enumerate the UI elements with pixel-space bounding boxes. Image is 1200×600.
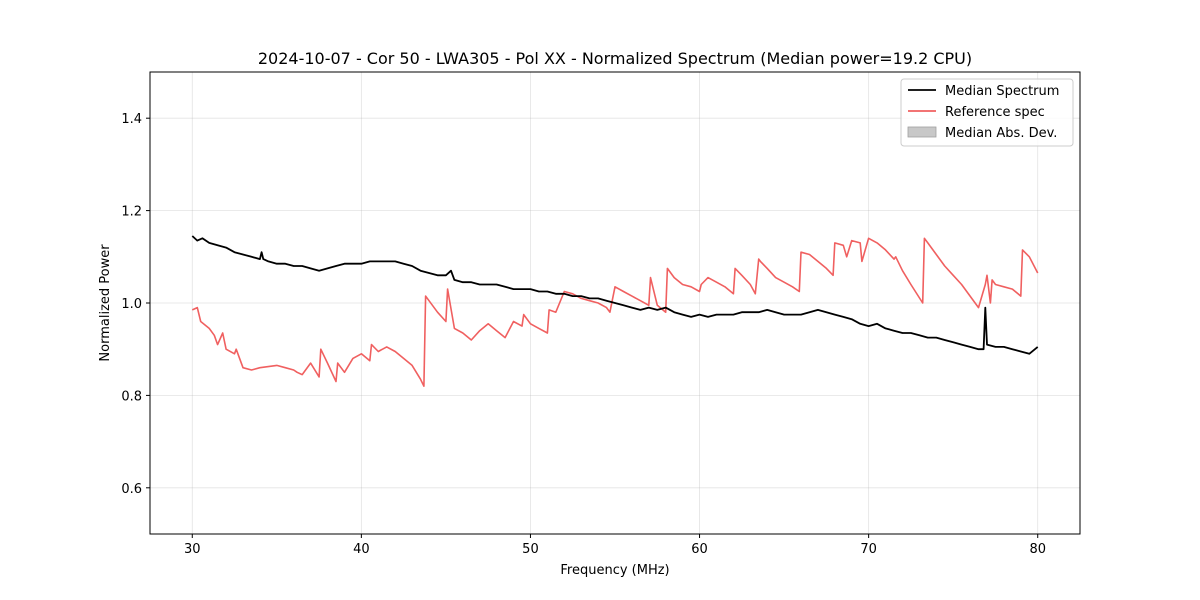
y-tick-label: 1.4 <box>121 112 142 127</box>
x-tick-label: 50 <box>522 542 539 557</box>
chart-title: 2024-10-07 - Cor 50 - LWA305 - Pol XX - … <box>258 49 972 68</box>
legend-label-reference-spec: Reference spec <box>945 105 1045 120</box>
series-line-reference-spec <box>191 237 1039 388</box>
x-tick-label: 60 <box>691 542 708 557</box>
legend-label-median-abs-dev: Median Abs. Dev. <box>945 126 1057 141</box>
x-tick-label: 80 <box>1029 542 1046 557</box>
series-line-median-spectrum <box>191 235 1039 355</box>
x-tick-label: 30 <box>184 542 201 557</box>
x-tick-label: 70 <box>860 542 877 557</box>
legend: Median Spectrum Reference spec Median Ab… <box>900 78 1074 147</box>
y-tick-label: 0.8 <box>121 389 142 404</box>
y-tick-label: 1.0 <box>121 297 142 312</box>
y-axis-label: Normalized Power <box>98 244 113 362</box>
series-layer <box>191 235 1039 388</box>
legend-box <box>900 78 1074 147</box>
y-tick-label: 1.2 <box>121 205 142 220</box>
legend-swatch-median-abs-dev <box>907 126 937 138</box>
x-axis-label: Frequency (MHz) <box>560 563 669 578</box>
y-tick-label: 0.6 <box>121 482 142 497</box>
legend-label-median-spectrum: Median Spectrum <box>945 84 1059 99</box>
x-tick-label: 40 <box>353 542 370 557</box>
ticks: 30 40 50 60 70 80 0.6 0.8 1.0 1.2 1.4 <box>121 112 1046 557</box>
